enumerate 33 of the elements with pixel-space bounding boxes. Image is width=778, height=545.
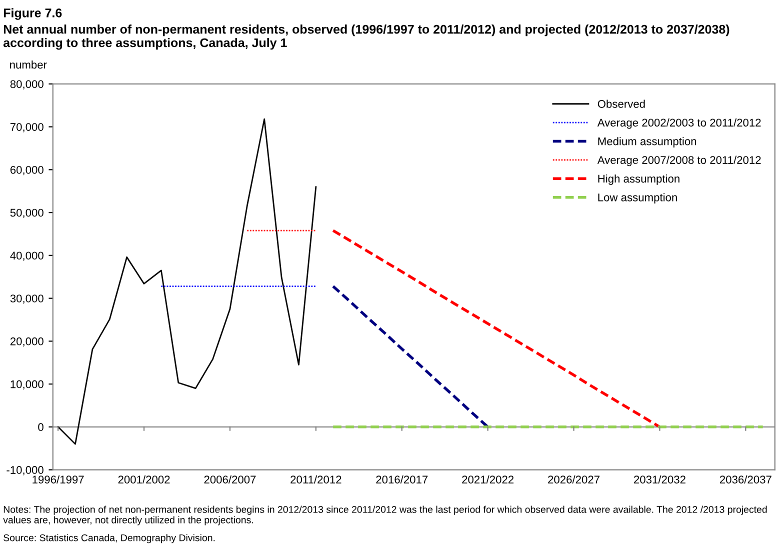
- y-tick-label: 60,000: [10, 166, 44, 176]
- y-tick-label: 30,000: [10, 294, 44, 304]
- y-tick-label: -10,000: [6, 466, 44, 476]
- x-tick-label: 1996/1997: [32, 475, 84, 484]
- y-tick-label: 40,000: [10, 252, 44, 261]
- line-series: [332, 229, 662, 428]
- y-axis-title: number: [10, 60, 47, 69]
- y-tick-label: 10,000: [10, 380, 44, 390]
- chart-subtitle: Net annual number of non-permanent residents, observed (1996/1997 to 2011/2012) and projected (2012/2013 to 2037/2038) according to three assumptions, Canada, July 1: [3, 24, 730, 50]
- text: Notes: The projection of net non-permanent residents begins in 2012/2013 since 2011/2012 was the last period for which observed data were available. The 2012 /2013 projected values are, however, not directly utilized in the projections.: [3, 506, 767, 526]
- x-tick-label: 2011/2012: [290, 475, 342, 484]
- y-tick-label: 0: [38, 423, 44, 432]
- legend-label: Observed: [598, 100, 645, 108]
- x-tick-label: 2006/2007: [204, 475, 256, 484]
- chart-title: Figure 7.6: [4, 8, 62, 20]
- legend-label: High assumption: [598, 174, 680, 185]
- line-series: [57, 118, 317, 445]
- x-tick-label: 2021/2022: [462, 475, 514, 484]
- x-tick-label: 2036/2037: [720, 475, 772, 484]
- x-tick-label: 2016/2017: [376, 475, 428, 484]
- source-note: Source: Statistics Canada, Demography Division.: [4, 534, 215, 544]
- legend-label: Average 2002/2003 to 2011/2012: [597, 118, 761, 129]
- legend-label: Average 2007/2008 to 2011/2012: [597, 156, 761, 166]
- y-tick-label: 20,000: [10, 337, 44, 347]
- y-tick-label: 80,000: [10, 80, 44, 90]
- x-tick-label: 2001/2002: [118, 475, 170, 484]
- line-series: [332, 284, 490, 428]
- legend-label: Medium assumption: [598, 137, 696, 148]
- x-tick-label: 2031/2032: [634, 475, 686, 484]
- x-tick-label: 2026/2027: [548, 475, 600, 484]
- legend-label: Low assumption: [598, 193, 677, 204]
- y-tick-label: 50,000: [10, 208, 44, 218]
- y-tick-label: 70,000: [10, 123, 44, 132]
